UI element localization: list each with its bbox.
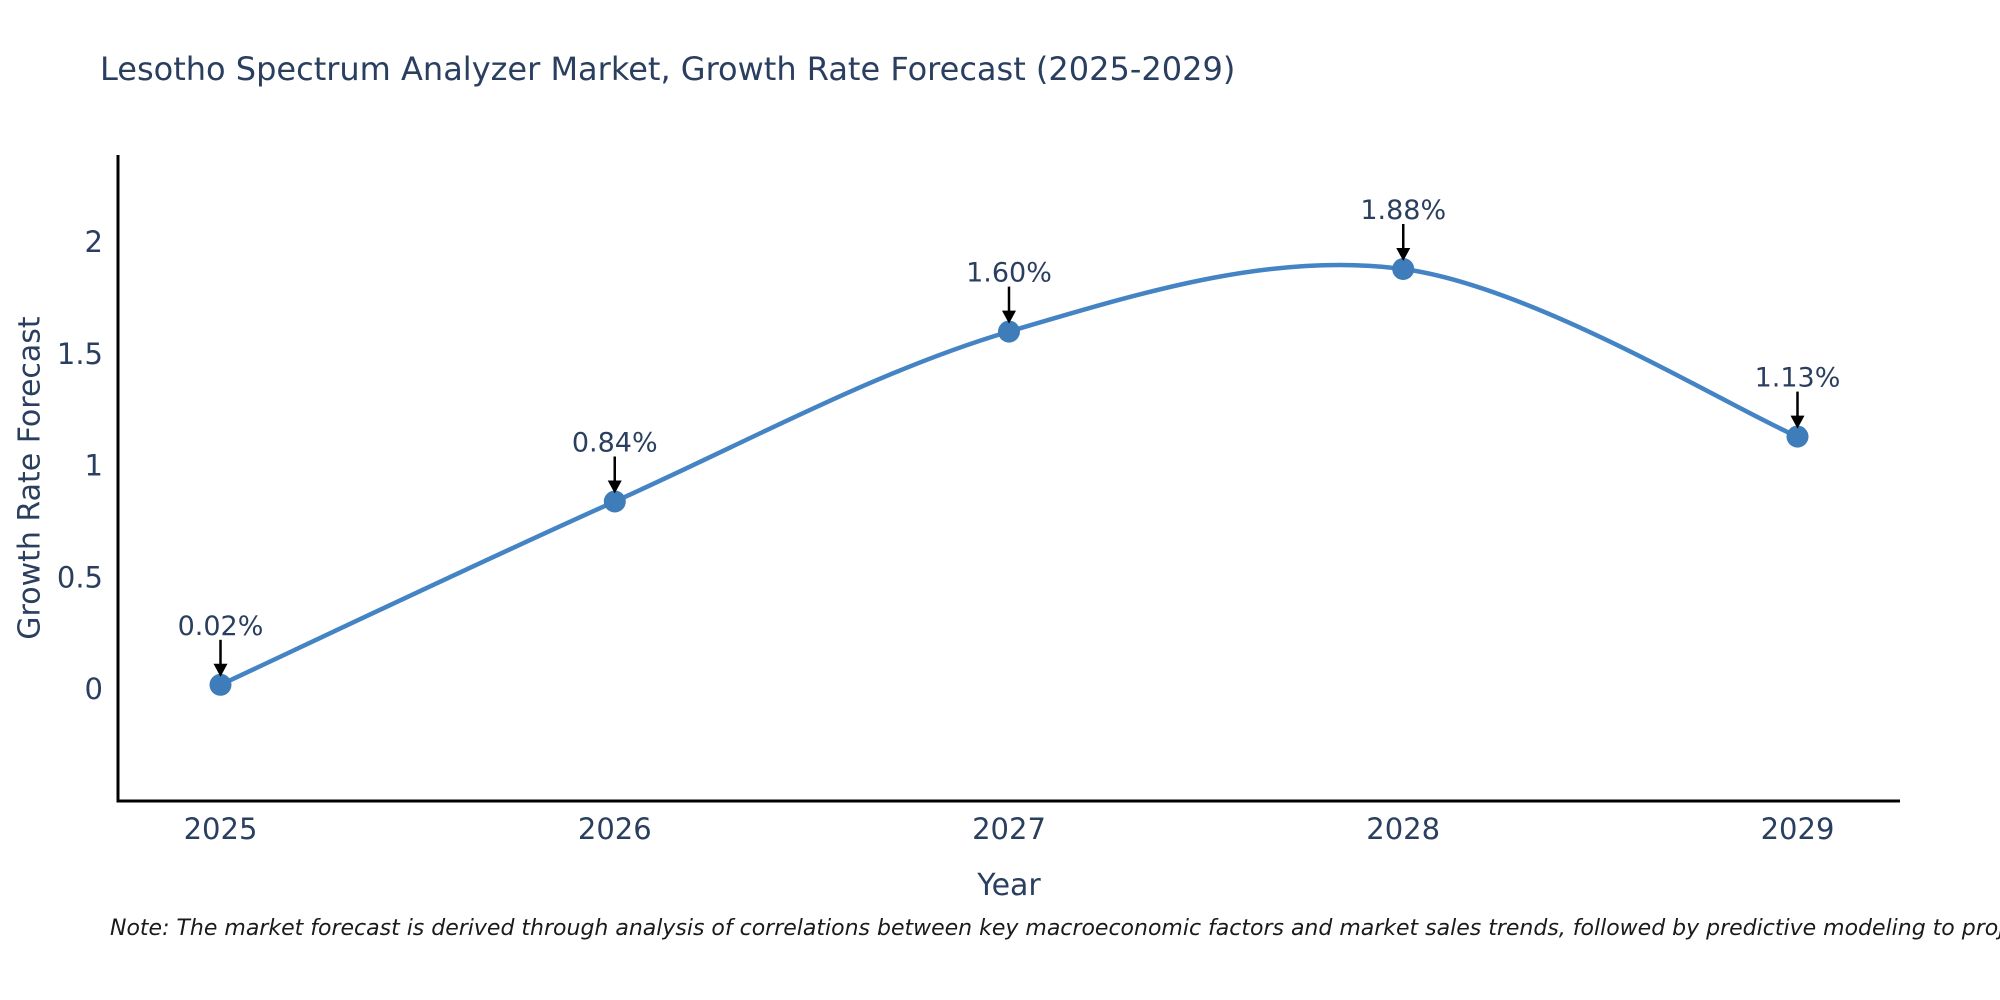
footnote: Note: The market forecast is derived thr… (110, 916, 2000, 941)
x-tick-label: 2028 (1366, 812, 1440, 846)
y-axis-title: Growth Rate Forecast (12, 316, 48, 640)
x-tick-label: 2025 (184, 812, 258, 846)
data-point-marker (1786, 425, 1809, 448)
x-tick-label: 2026 (578, 812, 652, 846)
x-tick-label: 2027 (972, 812, 1046, 846)
annotation-arrowhead (607, 480, 622, 494)
y-tick-label: 0 (85, 672, 103, 706)
data-point-marker (209, 673, 232, 696)
annotation-arrowhead (1396, 248, 1411, 261)
annotation-arrowhead (1790, 415, 1805, 429)
y-tick-label: 2 (85, 225, 103, 259)
annotation-label: 0.02% (178, 611, 264, 642)
data-point-marker (998, 320, 1020, 343)
x-tick-label: 2029 (1761, 812, 1835, 846)
annotation-label: 1.88% (1360, 195, 1446, 226)
data-point-marker (603, 490, 626, 513)
y-tick-label: 0.5 (57, 561, 103, 595)
annotation-label: 0.84% (572, 428, 658, 459)
y-tick-label: 1 (85, 449, 103, 483)
annotation-label: 1.60% (966, 258, 1052, 289)
y-tick-label: 1.5 (57, 337, 103, 371)
annotation-arrowhead (1002, 310, 1016, 324)
x-axis-title: Year (977, 868, 1041, 903)
chart-title: Lesotho Spectrum Analyzer Market, Growth… (100, 50, 1236, 88)
annotation-arrowhead (213, 663, 228, 677)
annotation-label: 1.13% (1755, 363, 1841, 394)
data-point-marker (1392, 258, 1415, 280)
